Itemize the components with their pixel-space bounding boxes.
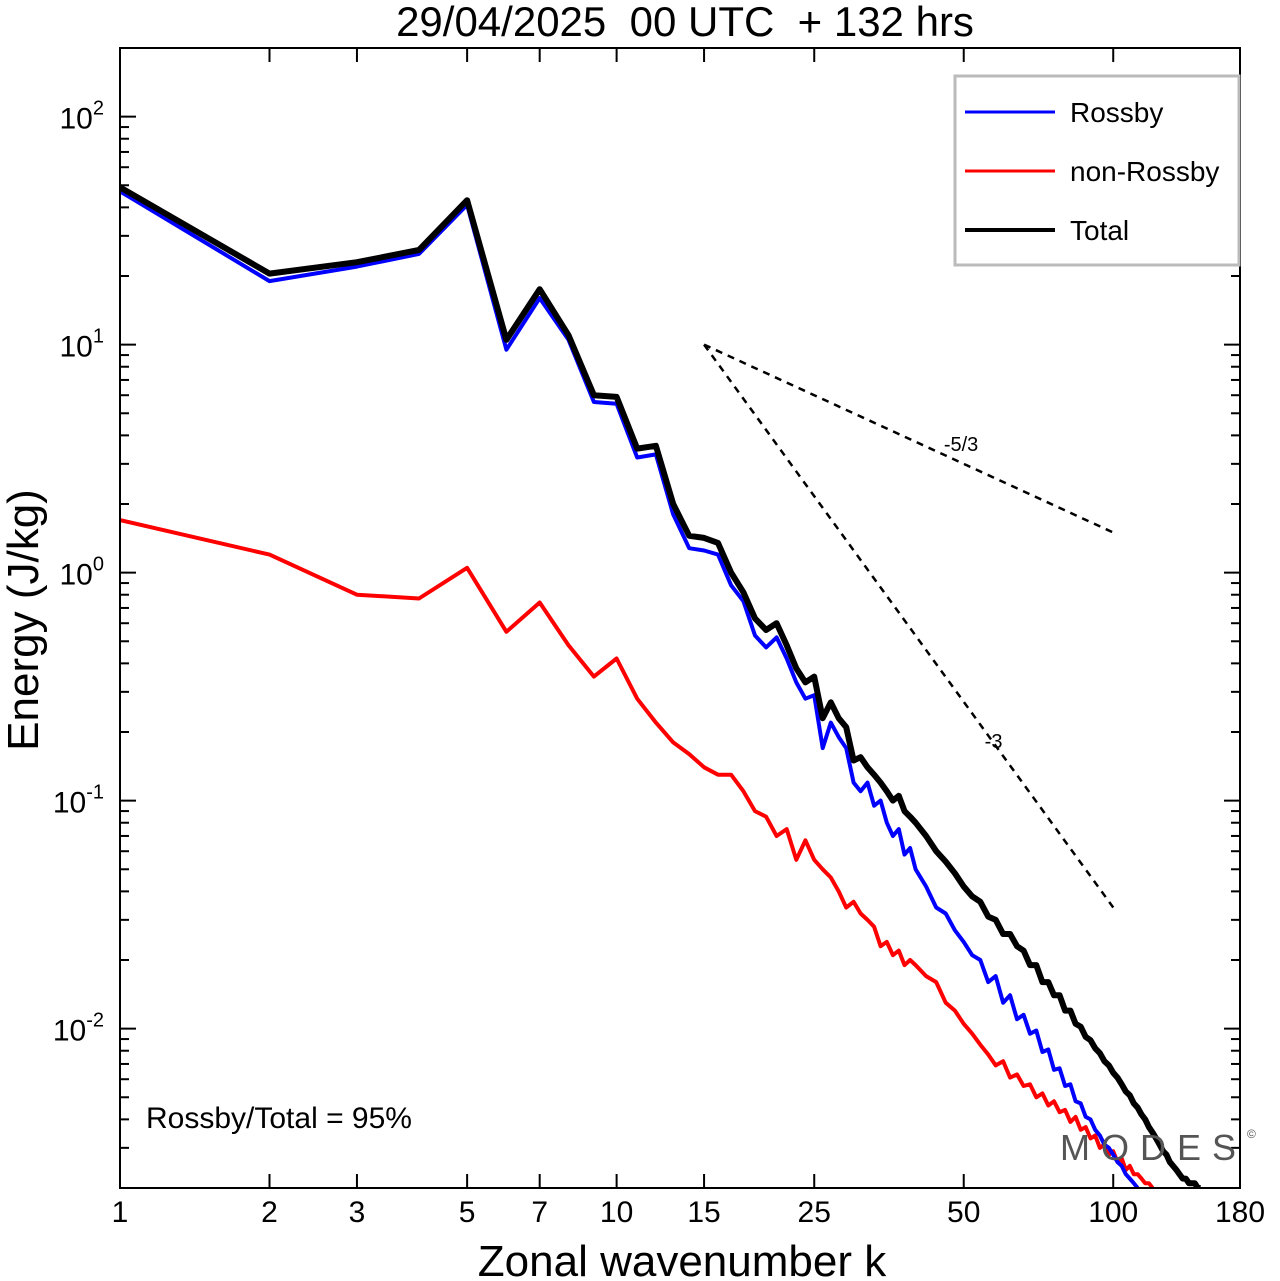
legend-items: Rossby non-Rossby Total [965,97,1219,246]
legend: Rossby non-Rossby Total [953,74,1241,267]
y-tick-label: 100 [60,554,105,592]
legend-label-non-rossby: non-Rossby [1070,156,1219,187]
y-tick-exponent: -2 [86,1010,104,1032]
y-tick-label: 102 [60,98,105,136]
y-tick-exponent: 0 [93,554,104,576]
y-tick-base: 10 [60,103,93,136]
x-tick-label: 15 [687,1196,720,1229]
y-tick-exponent: 2 [93,98,104,120]
data-series [120,184,1201,1188]
y-axis-label: Energy (J/kg) [0,489,48,751]
x-tick-label: 3 [349,1196,366,1229]
rossby-ratio-annotation: Rossby/Total = 95% [146,1102,412,1135]
reference-slope-label: -3 [985,731,1003,753]
legend-box [953,74,1241,267]
copyright-mark: © [1247,1127,1256,1141]
y-tick-label: 101 [60,326,105,364]
x-tick-label: 7 [531,1196,548,1229]
y-tick-base: 10 [60,331,93,364]
legend-label-total: Total [1070,215,1129,246]
reference-slopes: -5/3 -3 [703,343,1115,909]
modes-watermark: MODES© [1060,1127,1256,1168]
y-tick-exponent: -1 [86,782,104,804]
y-tick-exponent: 1 [93,326,104,348]
chart-title: 29/04/2025 00 UTC + 132 hrs [396,0,974,45]
x-tick-label: 100 [1088,1196,1138,1229]
y-tick-label: 10-1 [53,782,104,820]
x-tick-label: 25 [798,1196,831,1229]
x-tick-label: 180 [1215,1196,1265,1229]
y-tick-base: 10 [60,559,93,592]
y-tick-label: 10-2 [53,1010,104,1048]
x-tick-label: 10 [600,1196,633,1229]
reference-slope-line [703,343,1114,534]
y-tick-base: 10 [53,1015,86,1048]
reference-slope-label: -5/3 [944,434,978,456]
legend-label-rossby: Rossby [1070,97,1163,128]
plot-frame [119,47,1241,1189]
series-line-total [120,184,1201,1188]
x-tick-label: 5 [459,1196,476,1229]
series-line-non-rossby [120,518,1155,1188]
x-tick-label: 2 [261,1196,278,1229]
y-tick-base: 10 [53,787,86,820]
x-axis-ticks: 1 2 3 5 7 10 15 25 50 100 180 [112,48,1265,1229]
x-axis-label: Zonal wavenumber k [478,1237,887,1281]
x-tick-label: 50 [947,1196,980,1229]
series-line-rossby [120,189,1140,1188]
x-tick-label: 1 [112,1196,129,1229]
